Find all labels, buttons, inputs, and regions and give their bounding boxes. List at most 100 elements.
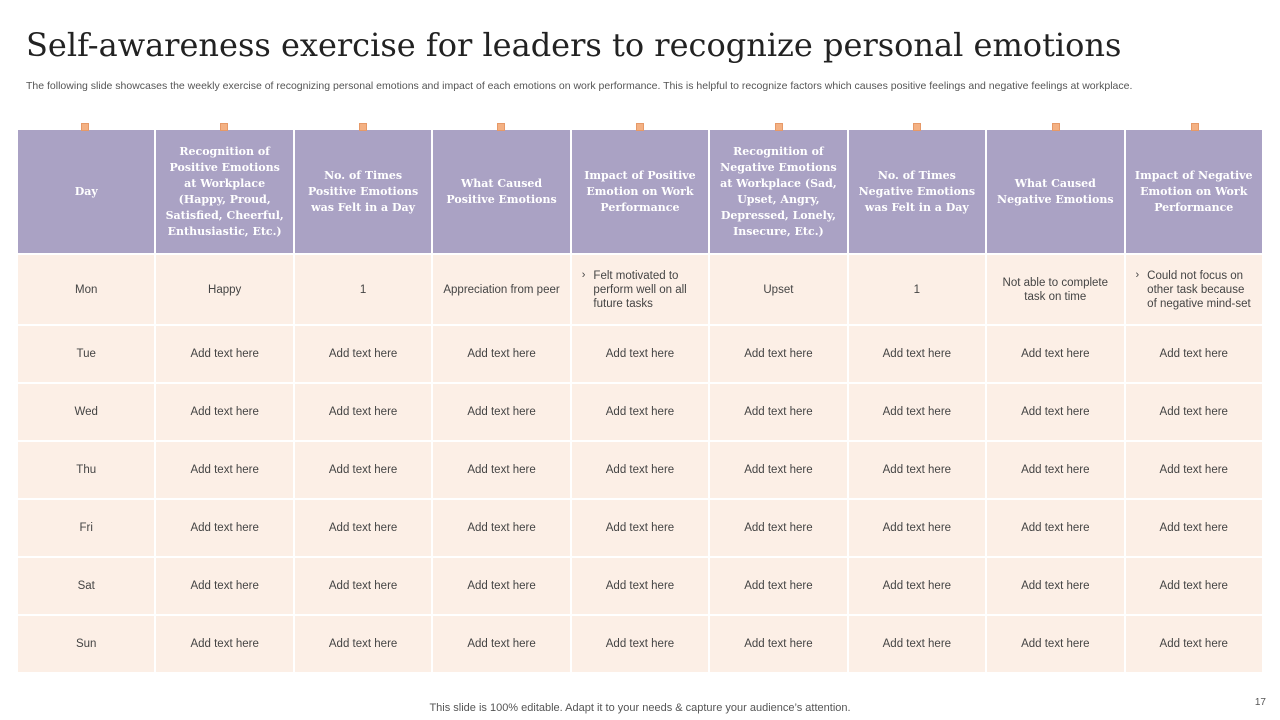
day-cell: Fri [15,498,157,558]
table-cell: Add text here [1123,614,1264,674]
table-cell: Add text here [154,324,295,384]
table-cell-bulleted: › Could not focus on other task because … [1123,253,1264,326]
table-cell: Add text here [985,556,1126,616]
header-positive-count: No. of Times Positive Emotions was Felt … [292,128,434,255]
slide-title: Self-awareness exercise for leaders to r… [26,26,1122,64]
header-negative-count: No. of Times Negative Emotions was Felt … [846,128,988,255]
table-cell: 1 [292,253,434,326]
square-marker-icon [1190,123,1199,131]
table-cell: Add text here [569,498,711,558]
table-cell: Add text here [569,556,711,616]
table-cell: Add text here [431,498,572,558]
table-cell: Add text here [154,382,295,442]
square-marker-icon [358,123,367,131]
day-cell: Thu [15,440,157,500]
day-cell: Mon [15,253,157,326]
header-day: Day [15,128,157,255]
table-cell-bulleted: › Felt motivated to perform well on all … [569,253,711,326]
square-marker-icon [81,123,90,131]
table-cell: Add text here [292,556,434,616]
table-cell: Add text here [569,324,711,384]
day-cell: Wed [15,382,157,442]
table-cell: Add text here [1123,324,1264,384]
table-row-sat: Sat Add text here Add text here Add text… [15,556,1264,616]
table-cell: Add text here [569,440,711,500]
table-cell: Add text here [708,556,849,616]
table-cell: Add text here [708,324,849,384]
square-marker-icon [497,123,506,131]
table-cell: Add text here [154,614,295,674]
header-positive-recognition: Recognition of Positive Emotions at Work… [154,128,295,255]
emotions-table-container: Day Recognition of Positive Emotions at … [15,128,1264,674]
table-cell: Add text here [846,440,988,500]
header-markers [16,123,1264,133]
table-row-sun: Sun Add text here Add text here Add text… [15,614,1264,674]
header-negative-cause: What Caused Negative Emotions [985,128,1126,255]
bullet-chevron-icon: › [1135,268,1140,281]
table-cell: Add text here [846,498,988,558]
table-cell: Add text here [985,382,1126,442]
table-cell: Add text here [708,440,849,500]
table-cell: Upset [708,253,849,326]
table-cell: Add text here [569,382,711,442]
table-cell: Add text here [431,324,572,384]
table-cell: Add text here [708,498,849,558]
header-negative-recognition: Recognition of Negative Emotions at Work… [708,128,849,255]
day-cell: Sun [15,614,157,674]
table-cell: Not able to complete task on time [985,253,1126,326]
table-cell: Add text here [431,440,572,500]
table-cell: Add text here [292,440,434,500]
table-cell: Add text here [846,614,988,674]
table-cell: Add text here [154,440,295,500]
table-cell: Add text here [985,614,1126,674]
emotions-table: Day Recognition of Positive Emotions at … [15,128,1264,674]
table-cell: Add text here [292,614,434,674]
header-negative-impact: Impact of Negative Emotion on Work Perfo… [1123,128,1264,255]
table-cell: Add text here [154,498,295,558]
day-cell: Sat [15,556,157,616]
table-cell: Add text here [985,324,1126,384]
table-cell: Add text here [846,382,988,442]
table-cell: Add text here [1123,382,1264,442]
table-cell: Add text here [708,614,849,674]
table-cell: Happy [154,253,295,326]
table-row-tue: Tue Add text here Add text here Add text… [15,324,1264,384]
table-cell: Add text here [292,498,434,558]
table-cell: Add text here [985,440,1126,500]
table-cell: Appreciation from peer [431,253,572,326]
table-row-mon: Mon Happy 1 Appreciation from peer › Fel… [15,253,1264,326]
bullet-text: Felt motivated to perform well on all fu… [593,269,687,310]
page-number: 17 [1254,697,1266,708]
table-cell: Add text here [569,614,711,674]
table-row-wed: Wed Add text here Add text here Add text… [15,382,1264,442]
square-marker-icon [1052,123,1061,131]
table-cell: Add text here [1123,498,1264,558]
header-positive-cause: What Caused Positive Emotions [431,128,572,255]
table-cell: Add text here [154,556,295,616]
table-cell: Add text here [985,498,1126,558]
header-row: Day Recognition of Positive Emotions at … [15,128,1264,255]
table-cell: Add text here [1123,440,1264,500]
table-cell: Add text here [1123,556,1264,616]
table-cell: Add text here [708,382,849,442]
table-cell: Add text here [846,556,988,616]
day-cell: Tue [15,324,157,384]
bullet-text: Could not focus on other task because of… [1147,269,1251,310]
header-positive-impact: Impact of Positive Emotion on Work Perfo… [569,128,711,255]
table-cell: Add text here [292,324,434,384]
table-cell: Add text here [431,382,572,442]
slide-footer: This slide is 100% editable. Adapt it to… [429,702,851,714]
table-row-fri: Fri Add text here Add text here Add text… [15,498,1264,558]
square-marker-icon [636,123,645,131]
bullet-chevron-icon: › [581,268,586,281]
table-cell: Add text here [846,324,988,384]
slide-subtitle: The following slide showcases the weekly… [26,80,1133,92]
square-marker-icon [220,123,228,131]
table-cell: Add text here [431,614,572,674]
table-cell: Add text here [431,556,572,616]
square-marker-icon [913,123,922,131]
table-row-thu: Thu Add text here Add text here Add text… [15,440,1264,500]
table-cell: Add text here [292,382,434,442]
table-cell: 1 [846,253,988,326]
square-marker-icon [774,123,783,131]
